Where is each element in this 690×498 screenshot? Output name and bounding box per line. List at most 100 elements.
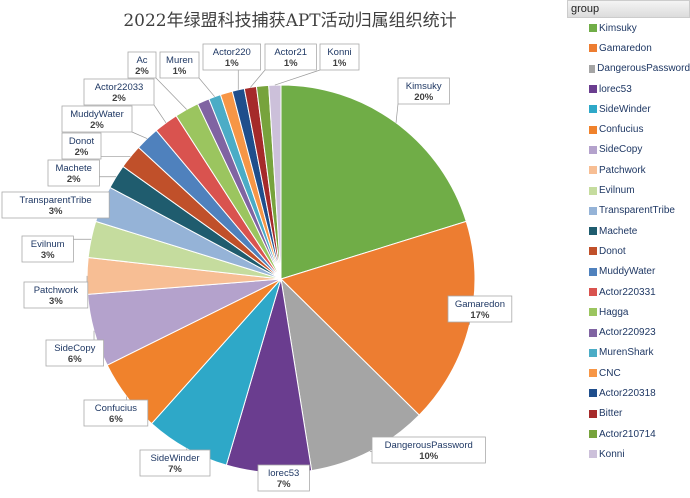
- legend-item-MurenShark: MurenShark: [567, 343, 690, 363]
- data-label-value: 2%: [75, 147, 89, 158]
- data-label-name: Evilnum: [31, 239, 65, 250]
- data-label-value: 2%: [67, 174, 81, 185]
- data-label-box: [397, 77, 450, 105]
- leader-line: [274, 69, 321, 86]
- leader-line: [250, 69, 266, 88]
- legend-label: Machete: [599, 225, 638, 237]
- legend-label: MuddyWater: [599, 266, 656, 278]
- data-label-name: MuddyWater: [70, 109, 124, 120]
- legend-item-lorec53: lorec53: [567, 79, 690, 99]
- legend-item-Konni: Konni: [567, 444, 690, 464]
- data-label-name: Ac: [136, 55, 147, 66]
- legend-swatch: [589, 288, 597, 296]
- legend-swatch: [589, 186, 597, 195]
- legend-item-TransparentTribe: TransparentTribe: [567, 201, 690, 221]
- chart-title: 2022年绿盟科技捕获APT活动归属组织统计: [123, 11, 457, 31]
- legend-item-SideCopy: SideCopy: [567, 140, 690, 160]
- legend-item-Patchwork: Patchwork: [567, 160, 690, 180]
- legend-item-Actor220318: Actor220318: [567, 383, 690, 403]
- data-label-box: [202, 43, 261, 71]
- data-label-value: 1%: [284, 58, 298, 69]
- legend-swatch: [589, 308, 597, 317]
- legend-swatch: [589, 24, 597, 33]
- legend-swatch: [589, 409, 597, 418]
- legend-label: lorec53: [599, 83, 632, 95]
- data-label-value: 2%: [112, 93, 126, 104]
- legend-swatch: [589, 348, 597, 357]
- data-label-box: [447, 295, 513, 323]
- legend-swatch: [589, 247, 597, 256]
- pie-slice-DangerousPassword: [280, 277, 420, 472]
- legend-label: Hagga: [599, 306, 629, 318]
- data-label-box: [21, 235, 74, 263]
- legend-item-Gamaredon: Gamaredon: [567, 38, 690, 58]
- legend-swatch: [589, 125, 597, 134]
- leader-line: [131, 131, 148, 139]
- data-label-box: [83, 78, 155, 106]
- legend-item-DangerousPassword: DangerousPassword: [567, 59, 690, 79]
- legend-swatch: [589, 105, 597, 114]
- data-label-value: 3%: [41, 250, 55, 261]
- legend-label: Donot: [599, 245, 626, 257]
- data-label-box: [61, 105, 133, 133]
- legend-label: Actor220331: [599, 286, 656, 298]
- data-label-name: lorec53: [268, 468, 299, 479]
- legend-swatch: [589, 44, 597, 53]
- legend-swatch: [589, 389, 597, 398]
- data-label-box: [371, 436, 486, 464]
- legend-item-SideWinder: SideWinder: [567, 99, 690, 119]
- data-label-name: Gamaredon: [455, 299, 505, 310]
- legend-item-Machete: Machete: [567, 221, 690, 241]
- legend-label: Bitter: [599, 408, 623, 420]
- legend-item-Hagga: Hagga: [567, 302, 690, 322]
- legend-swatch: [589, 145, 597, 154]
- legend-label: Kimsuky: [599, 22, 637, 34]
- leader-line: [153, 104, 167, 123]
- data-label-box: [61, 132, 102, 160]
- legend: group Kimsuky Gamaredon DangerousPassword l…: [567, 0, 690, 465]
- data-label-box: [264, 43, 317, 71]
- data-label-name: Kimsuky: [406, 81, 442, 92]
- legend-swatch: [589, 85, 597, 94]
- legend-item-CNC: CNC: [567, 363, 690, 383]
- legend-label: DangerousPassword: [597, 63, 690, 75]
- legend-label: Gamaredon: [599, 42, 652, 54]
- legend-item-MuddyWater: MuddyWater: [567, 262, 690, 282]
- data-label-value: 1%: [173, 66, 187, 77]
- data-label-box: [45, 339, 104, 367]
- leader-line: [395, 103, 399, 123]
- data-label-name: Actor220: [213, 47, 251, 58]
- data-label-name: Confucius: [95, 403, 137, 414]
- data-label-value: 1%: [225, 58, 239, 69]
- leader-line: [155, 77, 187, 110]
- data-label-value: 20%: [414, 92, 434, 103]
- legend-filter-header[interactable]: group: [567, 0, 690, 18]
- legend-swatch: [589, 206, 597, 215]
- data-label-value: 6%: [68, 354, 82, 365]
- data-label-name: Machete: [55, 163, 91, 174]
- legend-label: CNC: [599, 367, 621, 379]
- data-label-box: [23, 281, 89, 309]
- data-label-box: [159, 51, 200, 79]
- legend-item-Confucius: Confucius: [567, 119, 690, 139]
- legend-swatch: [589, 369, 597, 378]
- data-label-name: SideWinder: [150, 453, 199, 464]
- data-label-name: SideCopy: [54, 343, 95, 354]
- data-label-name: Patchwork: [34, 285, 79, 296]
- legend-label: TransparentTribe: [599, 205, 675, 217]
- data-label-value: 7%: [168, 464, 182, 475]
- data-label-value: 2%: [135, 66, 149, 77]
- data-label-value: 3%: [49, 296, 63, 307]
- legend-swatch: [589, 430, 597, 439]
- legend-swatch: [589, 166, 597, 175]
- data-label-box: [1, 191, 110, 219]
- legend-label: Actor220923: [599, 327, 656, 339]
- data-label-value: 17%: [470, 310, 490, 321]
- legend-swatch: [589, 227, 597, 236]
- data-label-name: DangerousPassword: [385, 440, 473, 451]
- leader-line: [198, 77, 215, 97]
- legend-swatch: [589, 328, 597, 337]
- data-label-value: 2%: [90, 120, 104, 131]
- data-label-value: 10%: [419, 451, 439, 462]
- data-label-name: Muren: [166, 55, 193, 66]
